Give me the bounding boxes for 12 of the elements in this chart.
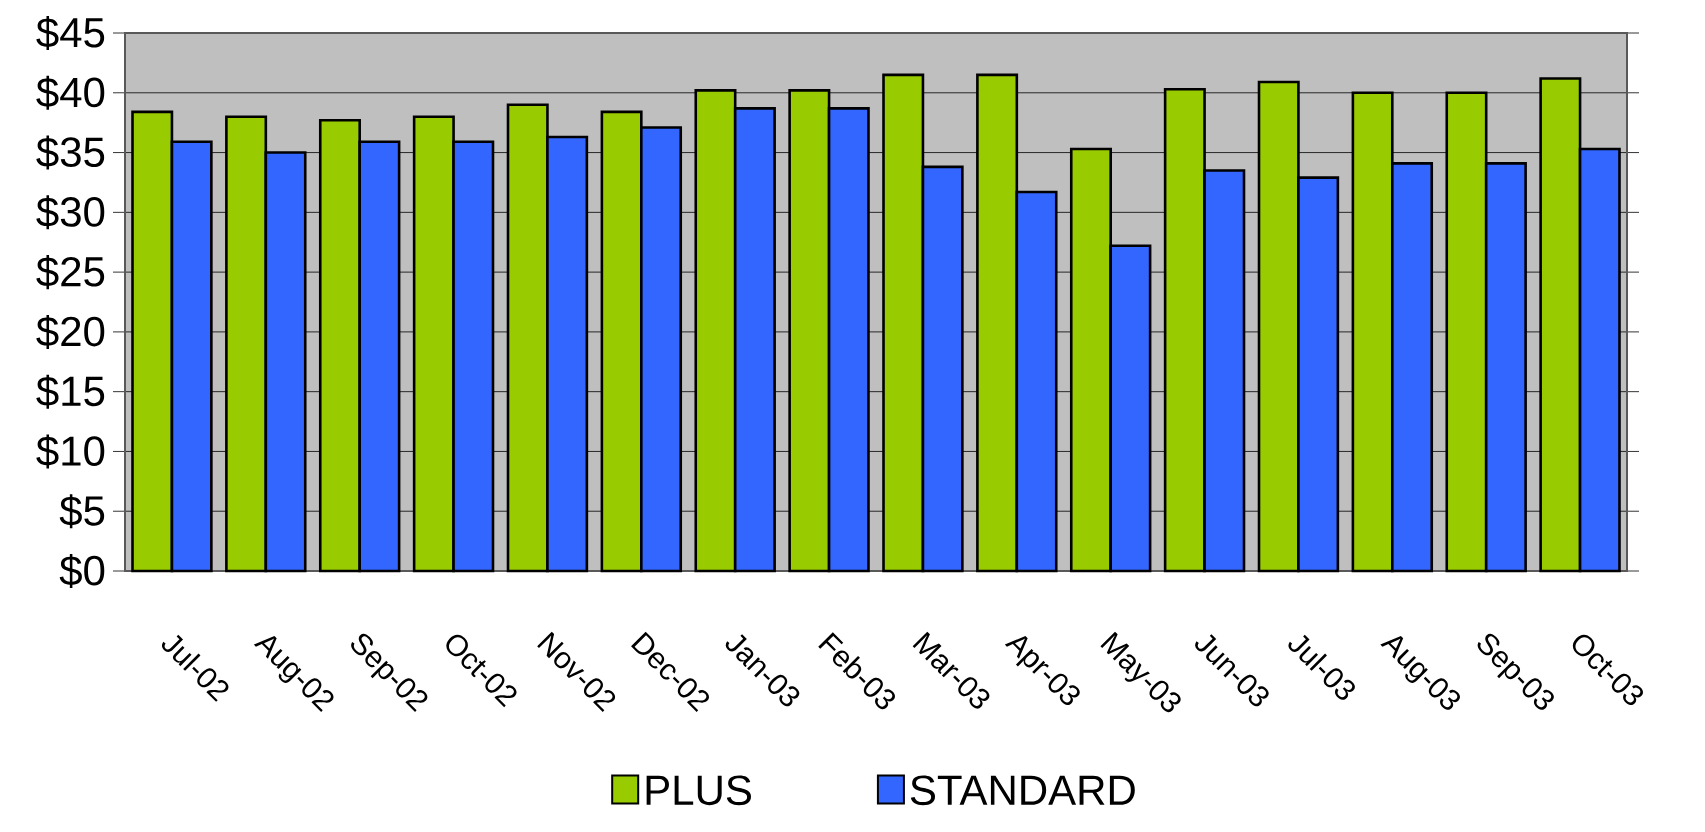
legend-label: STANDARD — [910, 775, 1135, 806]
legend-label: PLUS — [646, 775, 751, 806]
y-tick-label: $40 — [36, 75, 105, 110]
y-tick-label: $25 — [36, 255, 105, 290]
y-tick-label: $0 — [59, 554, 105, 589]
y-tick-label: $5 — [59, 494, 105, 529]
y-tick-label: $10 — [36, 434, 105, 469]
y-tick-label: $15 — [36, 374, 105, 409]
y-tick-label: $30 — [36, 195, 105, 230]
y-tick-label: $45 — [36, 16, 105, 51]
y-tick-label: $20 — [36, 314, 105, 349]
y-tick-label: $35 — [36, 135, 105, 170]
